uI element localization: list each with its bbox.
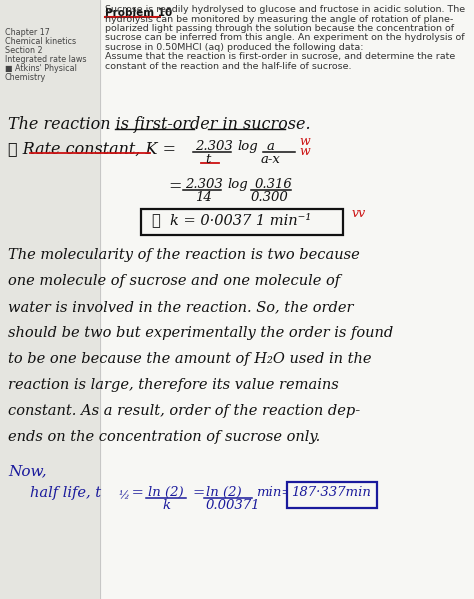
- Text: constant of the reaction and the half-life of sucrose.: constant of the reaction and the half-li…: [105, 62, 352, 71]
- Text: min=: min=: [256, 486, 292, 499]
- Text: Section 2: Section 2: [5, 46, 43, 55]
- Text: to be one because the amount of H₂O used in the: to be one because the amount of H₂O used…: [8, 352, 372, 366]
- Text: ends on the concentration of sucrose only.: ends on the concentration of sucrose onl…: [8, 430, 320, 444]
- Text: The reaction is first-order in sucrose.: The reaction is first-order in sucrose.: [8, 116, 310, 133]
- Text: 187·337min: 187·337min: [291, 486, 371, 499]
- Text: should be two but experimentally the order is found: should be two but experimentally the ord…: [8, 326, 393, 340]
- FancyBboxPatch shape: [287, 482, 377, 508]
- Text: w: w: [299, 135, 310, 148]
- Text: constant. As a result, order of the reaction dep-: constant. As a result, order of the reac…: [8, 404, 360, 418]
- Text: Chemical kinetics: Chemical kinetics: [5, 37, 76, 46]
- Text: ln (2): ln (2): [148, 486, 183, 499]
- Text: water is involved in the reaction. So, the order: water is involved in the reaction. So, t…: [8, 300, 354, 314]
- Text: log: log: [237, 140, 258, 153]
- Text: reaction is large, therefore its value remains: reaction is large, therefore its value r…: [8, 378, 339, 392]
- FancyBboxPatch shape: [141, 209, 343, 235]
- Text: Chemistry: Chemistry: [5, 73, 46, 82]
- Text: log: log: [227, 178, 248, 191]
- Text: ½: ½: [118, 491, 129, 501]
- Text: Now,: Now,: [8, 464, 46, 478]
- Text: k: k: [162, 499, 170, 512]
- Text: Integrated rate laws: Integrated rate laws: [5, 55, 86, 64]
- Text: 2.303: 2.303: [195, 140, 233, 153]
- Text: =: =: [192, 486, 204, 500]
- Text: sucrose in 0.50MHCl (aq) produced the following data:: sucrose in 0.50MHCl (aq) produced the fo…: [105, 43, 364, 52]
- Text: 14: 14: [195, 191, 212, 204]
- Text: ■ Atkins' Physical: ■ Atkins' Physical: [5, 64, 77, 73]
- Text: 0.300: 0.300: [251, 191, 289, 204]
- Text: t: t: [205, 153, 210, 166]
- Text: ∴ Rate constant, K =: ∴ Rate constant, K =: [8, 140, 176, 157]
- Text: Assume that the reaction is first-order in sucrose, and determine the rate: Assume that the reaction is first-order …: [105, 53, 455, 62]
- Text: Problem 10: Problem 10: [105, 8, 172, 18]
- Text: Sucrose is readily hydrolysed to glucose and fructose in acidic solution. The: Sucrose is readily hydrolysed to glucose…: [105, 5, 465, 14]
- Text: hydrolysis can be monitored by measuring the angle of rotation of plane-: hydrolysis can be monitored by measuring…: [105, 14, 453, 23]
- Text: =: =: [127, 486, 144, 500]
- Text: vv: vv: [352, 207, 366, 220]
- Text: a: a: [267, 140, 275, 153]
- Text: The molecularity of the reaction is two because: The molecularity of the reaction is two …: [8, 248, 360, 262]
- Text: one molecule of sucrose and one molecule of: one molecule of sucrose and one molecule…: [8, 274, 340, 288]
- Text: half life, t: half life, t: [30, 486, 101, 500]
- Text: Chapter 17: Chapter 17: [5, 28, 50, 37]
- Text: 2.303: 2.303: [185, 178, 223, 191]
- Text: sucrose can be inferred from this angle. An experiment on the hydrolysis of: sucrose can be inferred from this angle.…: [105, 34, 465, 43]
- Text: ∴  k = 0·0037 1 min⁻¹: ∴ k = 0·0037 1 min⁻¹: [152, 212, 311, 227]
- Text: w: w: [299, 145, 310, 158]
- Text: =: =: [168, 178, 182, 195]
- Text: ln (2): ln (2): [206, 486, 242, 499]
- Text: 0.316: 0.316: [255, 178, 293, 191]
- Text: a-x: a-x: [261, 153, 281, 166]
- Bar: [0, 0, 100, 599]
- Text: polarized light passing through the solution because the concentration of: polarized light passing through the solu…: [105, 24, 454, 33]
- Text: 0.00371: 0.00371: [206, 499, 261, 512]
